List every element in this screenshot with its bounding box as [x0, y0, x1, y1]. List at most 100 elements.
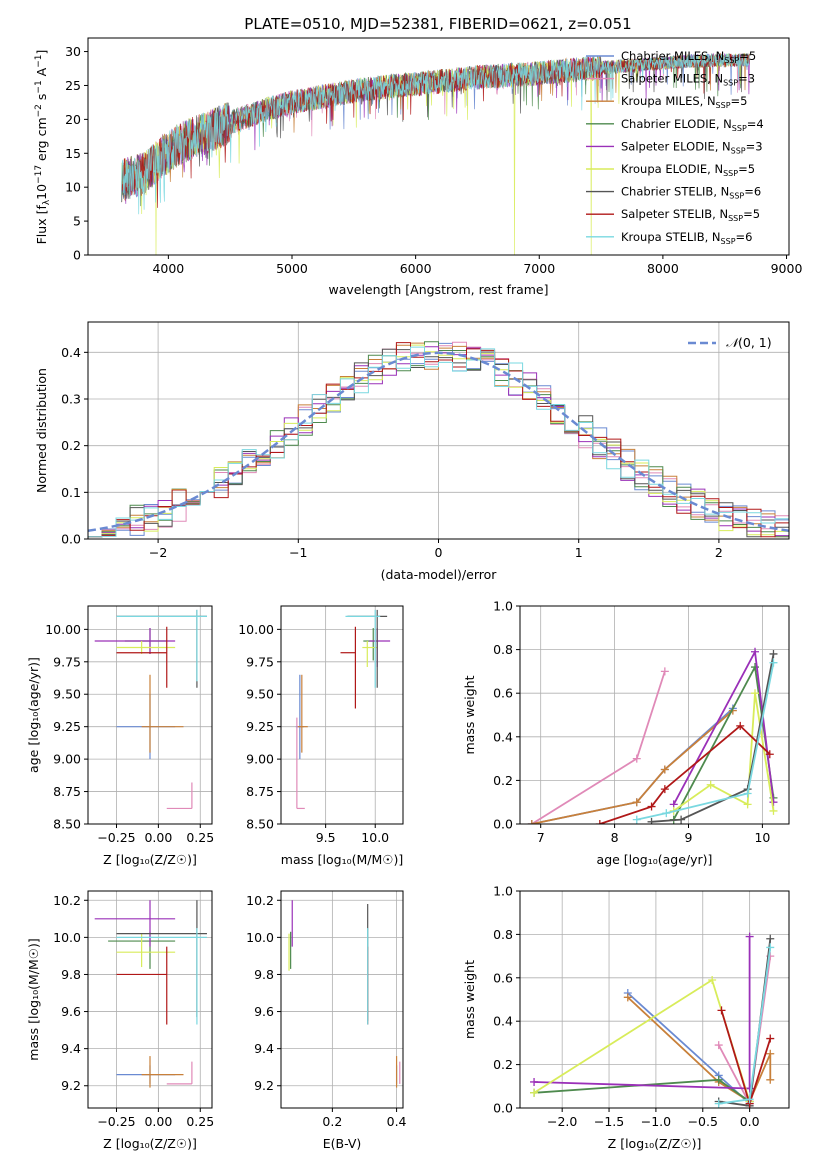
y-tick-label: 0.3: [61, 392, 81, 407]
legend-rest: (0, 1): [738, 335, 772, 350]
y-tick-label: 10.0: [53, 930, 81, 945]
y-tick-label: 8.75: [246, 784, 274, 799]
y-axis-label-part: ]: [34, 50, 49, 55]
y-tick-label: 10.00: [238, 622, 274, 637]
legend-label: Chabrier MILES, NSSP=5: [621, 49, 756, 65]
y-tick-label: 15: [65, 146, 81, 161]
y-tick-label: 0.4: [493, 1014, 513, 1029]
y-tick-label: 20: [65, 112, 81, 127]
x-tick-label: −1.0: [641, 1114, 671, 1129]
error-bars: [288, 900, 401, 1088]
y-tick-label: 9.2: [61, 1078, 81, 1093]
legend-sub: SSP: [732, 124, 747, 133]
spectrum-legend: Chabrier MILES, NSSP=5 Salpeter MILES, N S…: [586, 49, 764, 246]
y-tick-label: 30: [65, 44, 81, 59]
y-axis-label: Normed distribution: [34, 368, 49, 493]
y-tick-label: 9.25: [53, 719, 81, 734]
weight-marker-kroupa_elodie: [769, 806, 778, 815]
y-tick-label: 10.2: [53, 893, 81, 908]
weight-marker-kroupa_miles: [527, 820, 536, 824]
axes-frame: [87, 605, 213, 825]
x-axis-label: E(B-V): [323, 1136, 362, 1151]
y-tick-label: 0.4: [61, 345, 81, 360]
legend-label: Salpeter STELIB, NSSP=5: [621, 207, 760, 223]
y-tick-label: 0.0: [61, 532, 81, 547]
legend-sub: SSP: [729, 192, 744, 201]
weight-marker-kroupa_stelib: [743, 789, 752, 798]
y-tick-label: 9.6: [254, 1004, 274, 1019]
weight-marker-salpeter_elodie: [530, 1077, 539, 1086]
legend-model: Kroupa MILES, N: [621, 94, 716, 108]
y-tick-label: 8.50: [53, 817, 81, 832]
y-axis-label-part: erg cm: [34, 117, 49, 165]
x-tick-label: 4000: [152, 261, 184, 276]
error-bars: [94, 900, 207, 1088]
weight-vs-age-panel: 7 8 9 10 0.0 0.2 0.4 0.6 0.8 1.0 age [log₁₀(age/yr…: [462, 599, 790, 867]
y-tick-label: 9.75: [53, 654, 81, 669]
y-tick-label: 0.0: [493, 817, 513, 832]
legend-label: Kroupa STELIB, NSSP=6: [621, 230, 752, 246]
weight-marker-kroupa_elodie: [530, 1088, 539, 1097]
legend-sub: SSP: [728, 214, 743, 223]
legend-sub: SSP: [723, 169, 738, 178]
y-tick-label: 9.8: [61, 967, 81, 982]
weight-marker-kroupa_miles: [623, 993, 632, 1002]
weight-lines: [530, 932, 775, 1108]
y-axis-label-part: 10: [34, 184, 49, 200]
y-tick-label: 9.8: [254, 967, 274, 982]
x-tick-label: 8: [611, 830, 619, 845]
y-tick-label: 9.6: [61, 1004, 81, 1019]
y-axis-label-part: Flux [f: [34, 205, 49, 245]
weight-line-salpeter_stelib: [720, 1010, 772, 1107]
y-tick-label: 8.50: [246, 817, 274, 832]
y-axis-label-part: −17: [34, 165, 44, 184]
x-tick-label: 0.4: [387, 1114, 407, 1129]
y-tick-label: 9.75: [246, 654, 274, 669]
x-tick-label: 0.0: [740, 1114, 760, 1129]
weight-line-chabrier_stelib: [718, 938, 772, 1107]
y-tick-label: 9.2: [254, 1078, 274, 1093]
x-tick-label: 0.00: [144, 1114, 172, 1129]
weight-marker-salpeter_stelib: [595, 820, 604, 824]
x-tick-label: 9.5: [316, 830, 336, 845]
weight-marker-kroupa_stelib: [632, 815, 641, 824]
axes-frame: [280, 605, 404, 825]
weight-marker-kroupa_elodie: [751, 689, 760, 698]
weight-marker-salpeter_stelib: [647, 802, 656, 811]
y-tick-label: 9.50: [53, 687, 81, 702]
x-tick-label: 8000: [647, 261, 679, 276]
y-tick-label: 0: [73, 248, 81, 263]
y-tick-label: 9.00: [53, 752, 81, 767]
y-axis-label-part: s: [34, 94, 49, 105]
x-tick-label: 10.0: [361, 830, 389, 845]
legend-count: =5: [739, 49, 756, 63]
mass-vs-ebv-panel: 0.2 0.4 9.2 9.4 9.6 9.8 10.0 10.2 E(B-V): [246, 890, 407, 1151]
weight-marker-kroupa_stelib: [766, 943, 775, 952]
x-tick-label: 2: [715, 545, 723, 560]
x-tick-label: 0.25: [186, 1114, 214, 1129]
weight-marker-kroupa_stelib: [714, 1099, 723, 1108]
legend-model: Salpeter MILES, N: [621, 72, 723, 86]
legend-count: =3: [746, 139, 763, 153]
y-tick-label: 0.6: [493, 686, 513, 701]
weight-marker-salpeter_stelib: [766, 1034, 775, 1043]
x-axis-label: (data-model)/error: [381, 567, 498, 582]
y-tick-label: 9.4: [61, 1041, 81, 1056]
legend-label: Salpeter ELODIE, NSSP=3: [621, 139, 763, 155]
x-tick-label: 0.00: [144, 830, 172, 845]
x-tick-label: 7000: [523, 261, 555, 276]
legend-count: =5: [738, 162, 755, 176]
axes-frame: [519, 605, 790, 825]
y-tick-label: 9.4: [254, 1041, 274, 1056]
x-tick-label: −1: [289, 545, 307, 560]
axes-frame: [519, 890, 790, 1109]
legend-model: Salpeter STELIB, N: [621, 207, 728, 221]
x-tick-label: −0.25: [97, 1114, 135, 1129]
weight-marker-salpeter_stelib: [765, 750, 774, 759]
y-tick-label: 0.6: [493, 970, 513, 985]
y-tick-label: 8.75: [53, 784, 81, 799]
weight-marker-kroupa_elodie: [706, 780, 715, 789]
legend-model: Chabrier STELIB, N: [621, 185, 729, 199]
error-bars: [295, 609, 391, 810]
